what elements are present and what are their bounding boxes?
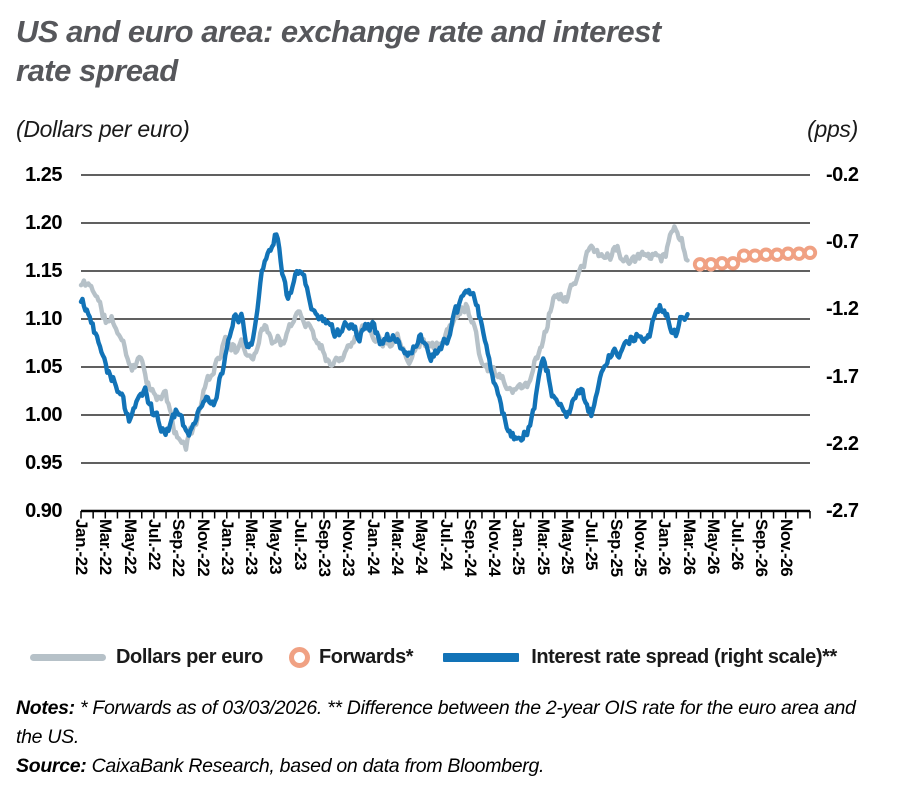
- x-axis-label: Nov.-24: [485, 519, 505, 577]
- x-axis-label: May-24: [412, 519, 432, 575]
- y-axis-right-label: -1.7: [826, 365, 859, 388]
- x-axis-label: Sep.-25: [606, 519, 626, 577]
- y-axis-right-label: -2.2: [826, 432, 859, 455]
- legend-item-forwards: Forwards*: [288, 645, 414, 669]
- forwards-dot: [736, 248, 752, 263]
- forwards-dot: [769, 247, 785, 262]
- x-axis-label: Jan.-24: [363, 519, 383, 575]
- chart-title: US and euro area: exchange rate and inte…: [16, 12, 876, 90]
- y-axis-left-label: 1.20: [25, 212, 62, 234]
- x-axis-label: Jan.-23: [217, 519, 237, 575]
- legend-label-spread: Interest rate spread (right scale)**: [531, 645, 837, 668]
- notes-line: Notes: * Forwards as of 03/03/2026. ** D…: [16, 694, 882, 752]
- forwards-dot: [692, 257, 708, 272]
- spread-line-swatch: [443, 652, 520, 662]
- source-label: Source:: [16, 755, 87, 777]
- legend-item-spread: Interest rate spread (right scale)**: [443, 646, 837, 669]
- chart-title-line1: US and euro area: exchange rate and inte…: [16, 14, 661, 49]
- x-axis-label: Jan.-26: [655, 519, 675, 575]
- forwards-dot: [747, 248, 763, 263]
- x-axis-label: Jul.-22: [144, 519, 164, 571]
- y-axis-left-label: 1.05: [25, 356, 62, 378]
- x-axis-label: Mar.-25: [533, 519, 553, 575]
- x-axis-label: Jul.-25: [582, 519, 602, 571]
- dollars-line-swatch: [30, 653, 106, 661]
- x-axis-label: Jan.-22: [72, 519, 91, 575]
- x-axis-label: Mar.-24: [387, 519, 407, 575]
- y-axis-left-label: 0.90: [25, 500, 62, 522]
- legend-label-dollars: Dollars per euro: [116, 645, 263, 668]
- source-text: CaixaBank Research, based on data from B…: [86, 755, 545, 777]
- notes-label: Notes:: [16, 697, 75, 719]
- y-axis-left-label: 1.25: [25, 164, 62, 186]
- x-axis-label: Sep.-22: [169, 519, 189, 577]
- x-axis-label: Nov.-23: [339, 519, 359, 577]
- forwards-dot: [791, 246, 807, 261]
- y-axis-right-label: -0.2: [826, 164, 859, 186]
- y-axis-left-label: 1.10: [25, 308, 62, 330]
- x-axis-label: Jul.-26: [728, 519, 748, 571]
- x-axis-label: Jul.-23: [290, 519, 310, 571]
- y-axis-right-label: -0.7: [826, 231, 859, 254]
- x-axis-label: Sep.-24: [460, 519, 480, 577]
- forwards-dot: [780, 246, 796, 261]
- interest-rate-spread-line: [78, 232, 690, 443]
- legend: Dollars per euro Forwards* Interest rate…: [0, 641, 900, 673]
- x-axis-label: Mar.-22: [96, 519, 116, 575]
- y-axis-left-label: 1.00: [25, 404, 62, 426]
- forwards-dot: [758, 247, 774, 262]
- forwards-dot: [714, 256, 730, 271]
- x-axis-label: Jul.-24: [436, 519, 456, 571]
- left-axis-unit: (Dollars per euro): [16, 116, 190, 142]
- right-axis-unit: (pps): [807, 116, 858, 142]
- legend-label-forwards: Forwards*: [318, 645, 414, 668]
- dollars-per-euro-line: [78, 224, 690, 452]
- x-axis-label: Nov.-25: [630, 519, 650, 577]
- x-axis-label: May-22: [120, 519, 140, 575]
- chart-title-line2: rate spread: [16, 53, 178, 88]
- x-axis-label: May-26: [703, 519, 723, 575]
- source-line: Source: CaixaBank Research, based on dat…: [16, 752, 882, 781]
- notes-text: * Forwards as of 03/03/2026. ** Differen…: [16, 697, 856, 748]
- x-axis-label: May-23: [266, 519, 286, 575]
- forwards-dot: [703, 257, 719, 272]
- x-axis-label: Sep.-23: [315, 519, 334, 577]
- x-axis-label: Nov.-22: [193, 519, 213, 577]
- x-axis-label: Sep.-26: [752, 519, 772, 577]
- y-axis-left-label: 0.95: [25, 452, 62, 474]
- x-axis-label: Nov.-26: [776, 519, 796, 577]
- y-axis-left-label: 1.15: [25, 260, 62, 282]
- forwards-dot: [802, 245, 818, 260]
- legend-item-dollars: Dollars per euro: [30, 646, 263, 669]
- x-axis-label: Mar.-26: [679, 519, 699, 575]
- x-axis-label: Mar.-23: [242, 519, 262, 575]
- forwards-dot: [725, 256, 741, 271]
- forwards-circle-swatch: [288, 646, 310, 668]
- x-axis-label: Jan.-25: [509, 519, 529, 575]
- y-axis-right-label: -2.7: [826, 500, 859, 522]
- y-axis-right-label: -1.2: [826, 298, 859, 321]
- x-axis-label: May-25: [558, 519, 577, 575]
- notes-block: Notes: * Forwards as of 03/03/2026. ** D…: [16, 694, 882, 781]
